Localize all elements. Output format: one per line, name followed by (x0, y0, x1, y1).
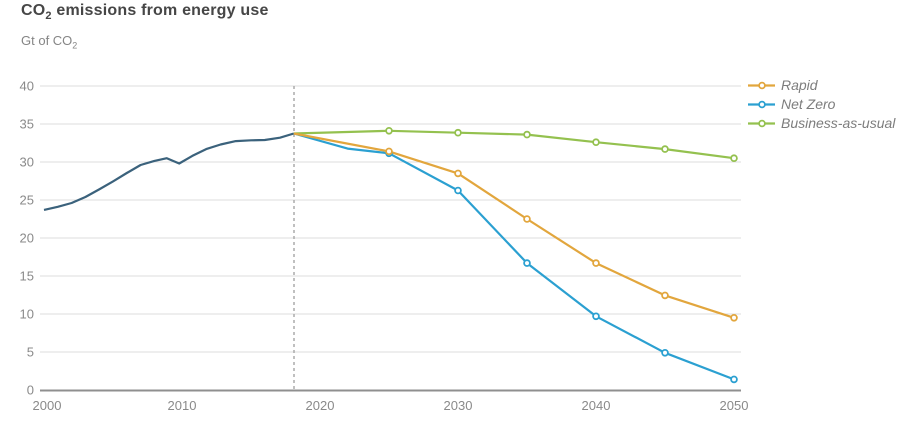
svg-text:40: 40 (20, 79, 34, 94)
svg-text:2020: 2020 (306, 398, 335, 413)
svg-text:2030: 2030 (444, 398, 473, 413)
svg-text:15: 15 (20, 269, 34, 284)
svg-text:2050: 2050 (720, 398, 749, 413)
svg-text:5: 5 (27, 345, 34, 360)
svg-text:10: 10 (20, 307, 34, 322)
svg-text:30: 30 (20, 155, 34, 170)
svg-text:35: 35 (20, 117, 34, 132)
svg-text:Net Zero: Net Zero (781, 96, 836, 112)
svg-text:Business-as-usual: Business-as-usual (781, 115, 896, 131)
svg-text:2040: 2040 (582, 398, 611, 413)
svg-text:Rapid: Rapid (781, 77, 819, 93)
svg-text:0: 0 (27, 383, 34, 398)
svg-text:25: 25 (20, 193, 34, 208)
svg-text:2000: 2000 (33, 398, 62, 413)
svg-text:20: 20 (20, 231, 34, 246)
svg-text:2010: 2010 (168, 398, 197, 413)
